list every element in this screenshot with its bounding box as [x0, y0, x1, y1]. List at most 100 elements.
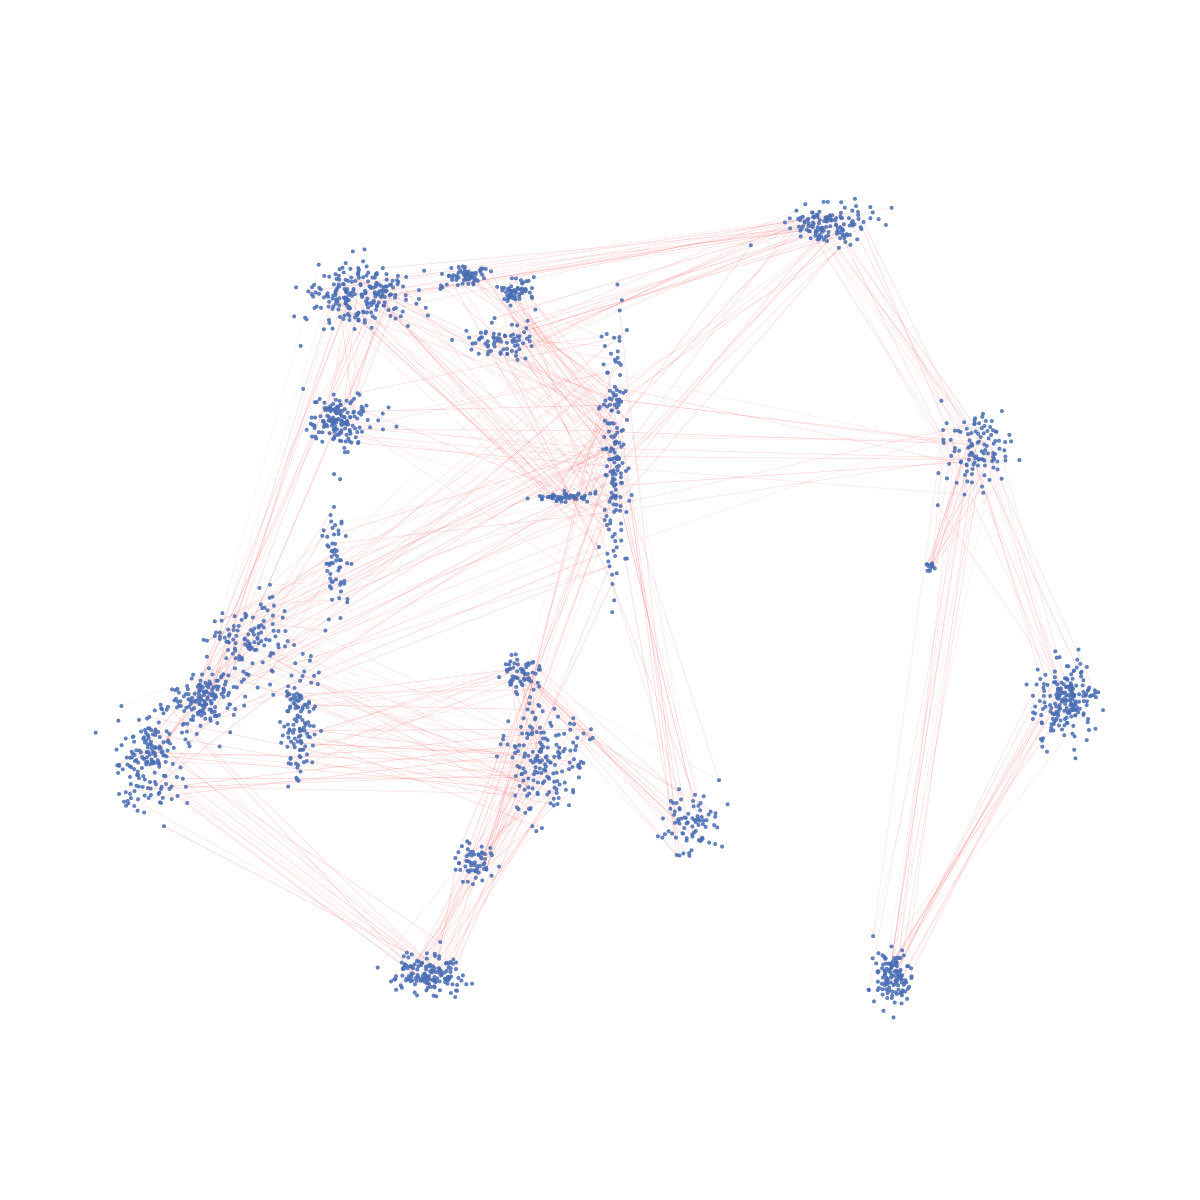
graph-node [280, 615, 285, 620]
graph-edge [132, 753, 525, 790]
graph-node [821, 199, 826, 204]
graph-edge [980, 436, 1063, 694]
graph-edge [616, 420, 986, 506]
graph-node [432, 984, 437, 989]
graph-node [562, 495, 567, 500]
graph-edge [613, 241, 846, 471]
graph-node [245, 639, 250, 644]
graph-node [152, 708, 157, 713]
graph-node [571, 740, 576, 745]
graph-edge [512, 291, 614, 438]
graph-node [375, 303, 380, 308]
graph-node [354, 312, 359, 317]
graph-node [148, 742, 153, 747]
graph-edge [334, 290, 384, 429]
graph-node [525, 731, 530, 736]
graph-node [157, 744, 162, 749]
graph-node [1060, 697, 1065, 702]
graph-edge [339, 459, 610, 586]
graph-node [551, 796, 556, 801]
graph-node [423, 305, 428, 310]
graph-edge [408, 749, 576, 977]
graph-node [424, 988, 429, 993]
graph-node [384, 277, 389, 282]
graph-edge [486, 566, 610, 870]
graph-node [512, 288, 517, 293]
graph-node [523, 356, 528, 361]
graph-node [515, 334, 520, 339]
graph-node [612, 402, 617, 407]
graph-node [342, 313, 347, 318]
graph-node [259, 623, 264, 628]
graph-edge [252, 447, 612, 618]
graph-node [197, 701, 202, 706]
graph-node [629, 493, 634, 498]
graph-node [334, 548, 339, 553]
graph-edge [243, 671, 536, 768]
graph-node [517, 338, 522, 343]
graph-node [146, 796, 151, 801]
graph-node [235, 628, 240, 633]
graph-node [163, 781, 168, 786]
graph-node [488, 846, 493, 851]
graph-edge [618, 228, 791, 458]
graph-node [539, 771, 544, 776]
graph-node [301, 386, 306, 391]
graph-node [514, 685, 519, 690]
graph-node [312, 306, 317, 311]
graph-edge [625, 391, 693, 819]
graph-node [1084, 691, 1089, 696]
graph-node [811, 214, 816, 219]
graph-node [554, 790, 559, 795]
graph-node [520, 281, 525, 286]
graph-node [303, 744, 308, 749]
graph-node [660, 816, 665, 821]
graph-node [386, 405, 391, 410]
graph-edge [474, 375, 621, 866]
graph-edge [269, 521, 342, 586]
graph-node [527, 334, 532, 339]
graph-node [1073, 700, 1078, 705]
graph-node [842, 205, 847, 210]
graph-edge [478, 339, 607, 517]
graph-node [251, 632, 256, 637]
graph-edge [325, 495, 615, 631]
graph-node [364, 273, 369, 278]
graph-edge [484, 468, 629, 864]
graph-node [491, 336, 496, 341]
graph-node [555, 749, 560, 754]
graph-node [135, 797, 140, 802]
graph-edge [273, 466, 618, 696]
graph-node [539, 742, 544, 747]
graph-node [1077, 706, 1082, 711]
graph-edge [520, 668, 680, 810]
graph-node [250, 661, 255, 666]
graph-node [141, 774, 146, 779]
graph-node [143, 738, 148, 743]
graph-node [1070, 708, 1075, 713]
graph-node [883, 956, 888, 961]
graph-node [599, 334, 604, 339]
graph-node [252, 640, 257, 645]
graph-node [152, 750, 157, 755]
graph-node [313, 415, 318, 420]
graph-node [1043, 704, 1048, 709]
graph-node [412, 962, 417, 967]
graph-edge [136, 750, 560, 785]
graph-edge [531, 662, 694, 807]
graph-node [319, 728, 324, 733]
graph-node [986, 436, 991, 441]
graph-node [527, 339, 532, 344]
graph-edge [906, 697, 1058, 967]
graph-node [196, 691, 201, 696]
graph-node [366, 279, 371, 284]
graph-node [456, 270, 461, 275]
graph-node [472, 275, 477, 280]
graph-edge [890, 461, 962, 973]
graph-node [521, 743, 526, 748]
graph-node [875, 988, 880, 993]
graph-node [593, 491, 598, 496]
graph-node [417, 297, 422, 302]
graph-edge [511, 278, 620, 401]
